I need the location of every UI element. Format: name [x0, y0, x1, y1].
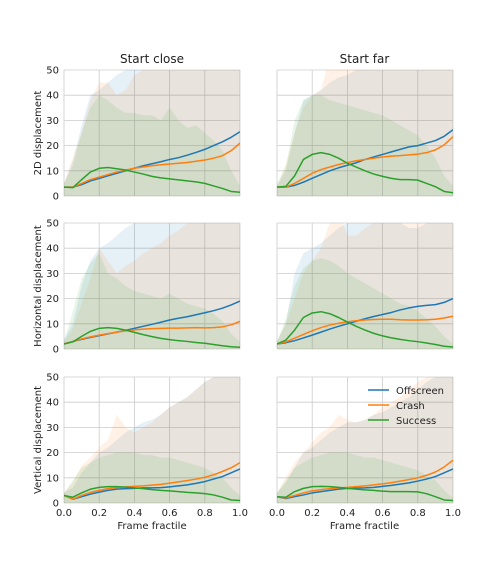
ylabel-vertical-displacement: Vertical displacement: [33, 386, 44, 494]
panel-row2-col1-band-offscreen: [277, 377, 453, 503]
panel-row2-col0-xtick-label-0.2: 0.2: [91, 508, 107, 519]
panel-row2-col1-line-offscreen: [277, 468, 453, 500]
panel-row2-col0-xtick-label-0.0: 0.0: [56, 508, 72, 519]
panel-row0-col0-ytick-label-20: 20: [46, 141, 59, 152]
panel-row2-col0-xtick-label-0.8: 0.8: [197, 508, 213, 519]
panel-row1-col0-plot-area: [64, 223, 240, 349]
legend-label-success: Success: [396, 416, 436, 427]
panel-row2-col1-plot-area: [277, 377, 453, 503]
panel-row0-col0-ytick-label-40: 40: [46, 91, 59, 102]
panel-row1-col1-band-success: [277, 258, 453, 349]
panel-row2-col1-line-success: [277, 485, 453, 502]
panel-row0-col0: 0 10 20 30 40 50: [46, 66, 241, 203]
panel-row0-col0-ytick-label-30: 30: [46, 116, 59, 127]
panel-row2-col1-band-crash: [277, 377, 453, 503]
panel-row1-col0-ytick-label-10: 10: [46, 319, 59, 330]
panel-row0-col0-plot-area: [64, 70, 240, 196]
panel-row1-col0-ytick-label-40: 40: [46, 244, 59, 255]
panel-row2-col0: 0 10 20 30 40 50 0.0 0.2 0.4 0.6 0.8 1.0: [46, 373, 248, 520]
panel-row2-col1-xtick-label-0.8: 0.8: [410, 508, 426, 519]
panel-row2-col0-line-offscreen: [64, 468, 240, 500]
legend-label-offscreen: Offscreen: [396, 386, 444, 397]
panel-row1-col1-band-offscreen: [277, 223, 453, 349]
panel-row0-col1-line-success: [277, 151, 453, 194]
panel-row1-col0-ytick-label-30: 30: [46, 269, 59, 280]
column-title-start-far: Start far: [340, 52, 390, 66]
ylabel-horizontal-displacement: Horizontal displacement: [33, 225, 44, 347]
panel-row1-col1-band-crash: [277, 223, 453, 349]
panel-row0-col0-band-offscreen: [64, 70, 240, 196]
panel-row2-col0-ytick-label-40: 40: [46, 398, 59, 409]
panel-row2-col0-ytick-label-30: 30: [46, 423, 59, 434]
panel-row2-col1-xtick-label-0.6: 0.6: [375, 508, 391, 519]
panel-row2-col0-band-offscreen: [64, 377, 240, 503]
panel-row0-col1: [276, 69, 454, 197]
panel-row0-col1-band-crash: [277, 70, 453, 196]
panel-row1-col0-line-crash: [64, 320, 240, 345]
panel-row2-col0-line-success: [64, 485, 240, 502]
panel-row2-col0-plot-area: [64, 377, 240, 503]
ylabel-2d-displacement: 2D displacement: [33, 91, 44, 176]
panel-row0-col1-plot-area: [277, 70, 453, 196]
panel-row2-col0-line-crash: [64, 462, 240, 500]
panel-row2-col1-xtick-label-0.0: 0.0: [269, 508, 285, 519]
panel-row1-col1-line-crash: [277, 315, 453, 345]
panel-row1-col0-band-crash: [64, 223, 240, 349]
panel-row1-col0-ytick-label-0: 0: [53, 345, 59, 356]
panel-row2-col1: 0.0 0.2 0.4 0.6 0.8 1.0: [269, 376, 461, 519]
panel-row2-col0-ytick-label-0: 0: [53, 499, 59, 510]
panel-row2-col0-ytick-label-50: 50: [46, 373, 59, 384]
panel-row2-col0-ytick-label-20: 20: [46, 448, 59, 459]
panel-row1-col1-plot-area: [277, 223, 453, 349]
panel-row0-col0-ytick-label-0: 0: [53, 192, 59, 203]
panel-row2-col0-xtick-label-1.0: 1.0: [232, 508, 248, 519]
xlabel-left: Frame fractile: [117, 521, 186, 532]
legend: Offscreen Crash Success: [368, 386, 444, 427]
panel-row0-col0-ytick-label-10: 10: [46, 166, 59, 177]
panel-row2-col0-xtick-label-0.4: 0.4: [126, 508, 142, 519]
legend-label-crash: Crash: [396, 401, 425, 412]
panel-row2-col1-xtick-label-0.2: 0.2: [304, 508, 320, 519]
column-title-start-close: Start close: [120, 52, 184, 66]
panel-row2-col0-xtick-label-0.6: 0.6: [162, 508, 178, 519]
panel-row1-col0: 0 10 20 30 40 50: [46, 219, 241, 356]
panel-row2-col0-ytick-label-10: 10: [46, 473, 59, 484]
panel-row0-col0-line-success: [64, 166, 240, 193]
panel-row2-col1-xtick-label-1.0: 1.0: [445, 508, 461, 519]
panel-row1-col0-ytick-label-20: 20: [46, 294, 59, 305]
panel-row0-col1-band-offscreen: [277, 70, 453, 196]
panel-row0-col0-ytick-label-50: 50: [46, 66, 59, 77]
panel-row1-col0-band-success: [64, 253, 240, 349]
panel-row0-col0-line-offscreen: [64, 131, 240, 188]
panel-row1-col0-ytick-label-50: 50: [46, 219, 59, 230]
panel-row1-col1: [276, 222, 454, 350]
panel-row2-col1-xtick-label-0.4: 0.4: [339, 508, 355, 519]
panel-row0-col0-band-crash: [64, 70, 240, 196]
panel-row1-col0-line-success: [64, 326, 240, 348]
panel-row1-col0-band-offscreen: [64, 223, 240, 349]
panel-row1-col1-line-offscreen: [277, 297, 453, 345]
xlabel-right: Frame fractile: [330, 521, 399, 532]
panel-row0-col1-band-success: [277, 95, 453, 196]
panel-row2-col0-band-crash: [64, 377, 240, 503]
panel-row0-col1-line-crash: [277, 136, 453, 188]
panel-row0-col0-band-success: [64, 95, 240, 196]
panel-row0-col0-line-crash: [64, 142, 240, 188]
panel-row2-col1-line-crash: [277, 459, 453, 499]
panel-row1-col1-line-success: [277, 310, 453, 348]
